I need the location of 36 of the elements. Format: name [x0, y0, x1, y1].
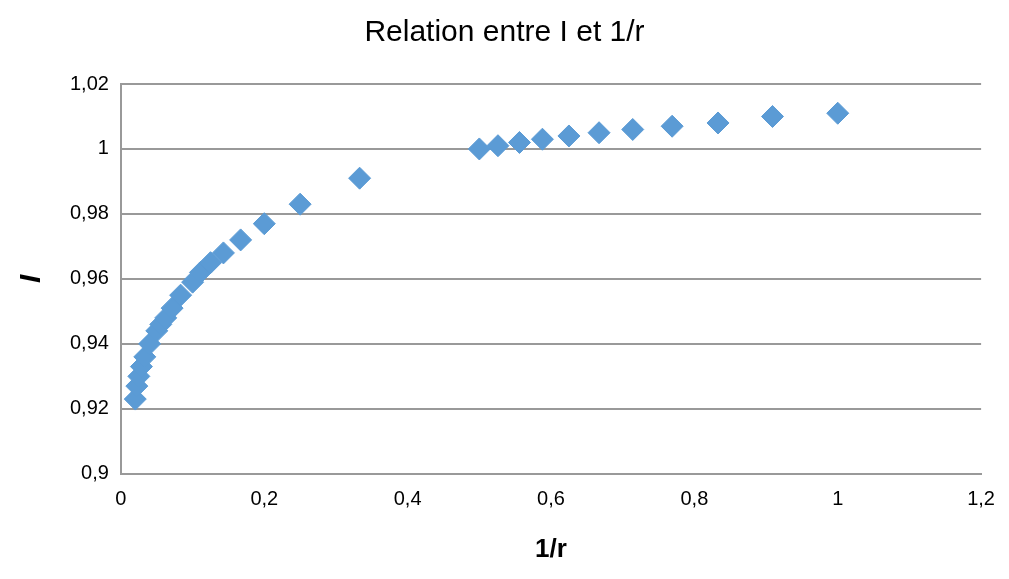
x-tick-label: 0,6 — [537, 487, 565, 510]
point — [288, 192, 312, 216]
chart-title: Relation entre I et 1/r — [363, 14, 646, 48]
point — [557, 124, 581, 148]
y-tick-label: 0,98 — [69, 201, 109, 224]
y-tick-label: 0,9 — [81, 461, 109, 484]
point — [587, 121, 611, 145]
x-axis-title: 1/r — [535, 532, 567, 563]
point — [706, 111, 730, 135]
point — [211, 241, 235, 265]
y-tick-label: 0,96 — [69, 266, 109, 289]
point — [348, 166, 372, 190]
point — [507, 130, 531, 154]
point — [486, 134, 510, 158]
y-tick-label: 1,02 — [69, 71, 109, 94]
x-tick-label: 0 — [115, 487, 127, 510]
point — [467, 137, 491, 161]
x-tick-label: 1,2 — [967, 487, 995, 510]
point — [169, 283, 193, 307]
point — [160, 296, 184, 320]
x-tick-label: 0,2 — [250, 487, 279, 510]
x-tick-label: 0,8 — [680, 487, 709, 510]
y-axis-title: I — [13, 274, 47, 284]
point — [826, 101, 850, 125]
y-tick-label: 1 — [97, 136, 109, 159]
x-tick-label: 1 — [832, 487, 844, 510]
point — [252, 212, 276, 236]
point — [530, 127, 554, 151]
y-tick-label: 0,94 — [69, 331, 109, 354]
x-tick-label: 0,4 — [393, 487, 422, 510]
point — [761, 104, 785, 128]
point — [199, 251, 223, 275]
point — [621, 117, 645, 141]
y-tick-label: 0,92 — [69, 396, 109, 419]
point — [229, 228, 253, 252]
point — [660, 114, 684, 138]
